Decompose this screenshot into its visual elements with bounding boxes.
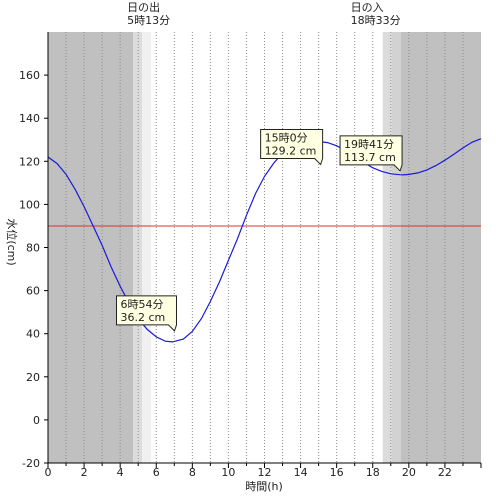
- x-tick-label: 16: [330, 466, 344, 479]
- callout-time: 15時0分: [265, 131, 308, 144]
- y-tick-label: 120: [19, 155, 40, 168]
- x-tick-label: 8: [189, 466, 196, 479]
- x-tick-label: 20: [402, 466, 416, 479]
- sunrise-label: 日の出: [127, 0, 160, 14]
- axes: 時間(h) 水位(cm) -20 0 20 40 60 80 100 120 140 160 0 2 4…: [5, 32, 482, 493]
- y-tick-label: 100: [19, 198, 40, 211]
- callout-box: [339, 135, 403, 172]
- x-tick-label: 6: [153, 466, 160, 479]
- night-area-morning: [48, 32, 134, 463]
- callout-box: [260, 128, 324, 166]
- callout-value: 129.2 cm: [265, 144, 317, 157]
- dusk-band-dark: [391, 32, 401, 463]
- x-tick-label: 14: [294, 466, 308, 479]
- sunrise-time: 5時13分: [127, 14, 170, 27]
- x-tick-label: 10: [221, 466, 235, 479]
- tide-line: [47, 138, 482, 343]
- dawn-band-light: [142, 32, 152, 463]
- callout-time: 19時41分: [344, 138, 394, 151]
- callout-time: 6時54分: [120, 298, 163, 311]
- sunset-label: 日の入: [351, 1, 384, 14]
- x-tick-label: 0: [45, 466, 52, 479]
- x-tick-label: 4: [117, 466, 124, 479]
- x-tick-label: 22: [438, 466, 452, 479]
- y-tick-label: -20: [22, 457, 40, 470]
- y-tick-label: 140: [19, 112, 40, 125]
- x-tick-label: 2: [81, 466, 88, 479]
- y-tick-label: 160: [19, 69, 40, 82]
- x-axis-title: 時間(h): [245, 480, 283, 493]
- dusk-band: [382, 32, 392, 463]
- callout-value: 113.7 cm: [344, 151, 396, 164]
- dawn-band: [133, 32, 143, 463]
- y-tick-label: 40: [26, 328, 40, 341]
- y-tick-label: 60: [26, 285, 40, 298]
- x-tick-label: 18: [366, 466, 380, 479]
- y-axis-title: 水位(cm): [5, 218, 19, 265]
- night-area-evening: [400, 32, 481, 463]
- y-tick-label: 80: [26, 242, 40, 255]
- y-tick-label: 20: [26, 371, 40, 384]
- series-layer: [47, 138, 482, 343]
- x-tick-label: 12: [258, 466, 272, 479]
- callout-box: [115, 295, 177, 332]
- plot-background: [48, 32, 481, 463]
- sun-labels: 日の出 5時13分 日の入 18時33分: [127, 0, 400, 27]
- y-tick-label: 0: [33, 414, 40, 427]
- callout-value: 36.2 cm: [120, 311, 165, 324]
- sunset-time: 18時33分: [351, 14, 401, 27]
